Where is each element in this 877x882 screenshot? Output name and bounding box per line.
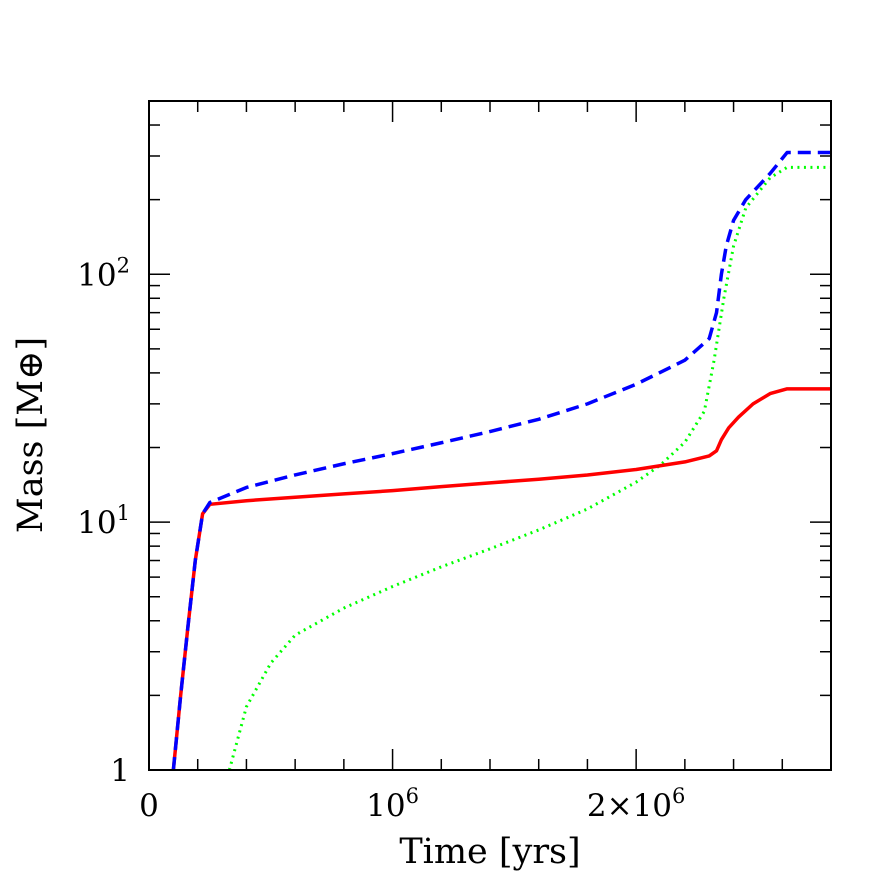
y-tick-label: 102 — [77, 253, 130, 293]
series-layer — [171, 150, 831, 770]
x-axis-label: Time [yrs] — [399, 832, 580, 872]
y-tick-label: 1 — [110, 753, 130, 789]
y-tick-label: 101 — [77, 501, 130, 541]
series-line-dashed — [171, 150, 831, 770]
y-axis-label: Mass [M⊕] — [11, 337, 51, 533]
tick-marks — [148, 100, 832, 771]
x-tick-label: 0 — [139, 788, 159, 824]
x-tick-label: 106 — [366, 784, 419, 824]
series-line-solid — [171, 387, 831, 770]
tick-labels: 0 106 2×106 1 101 102 — [77, 253, 685, 824]
plot-frame — [148, 100, 832, 771]
x-tick-label: 2×106 — [587, 784, 686, 824]
series-line-dotted — [227, 165, 831, 770]
